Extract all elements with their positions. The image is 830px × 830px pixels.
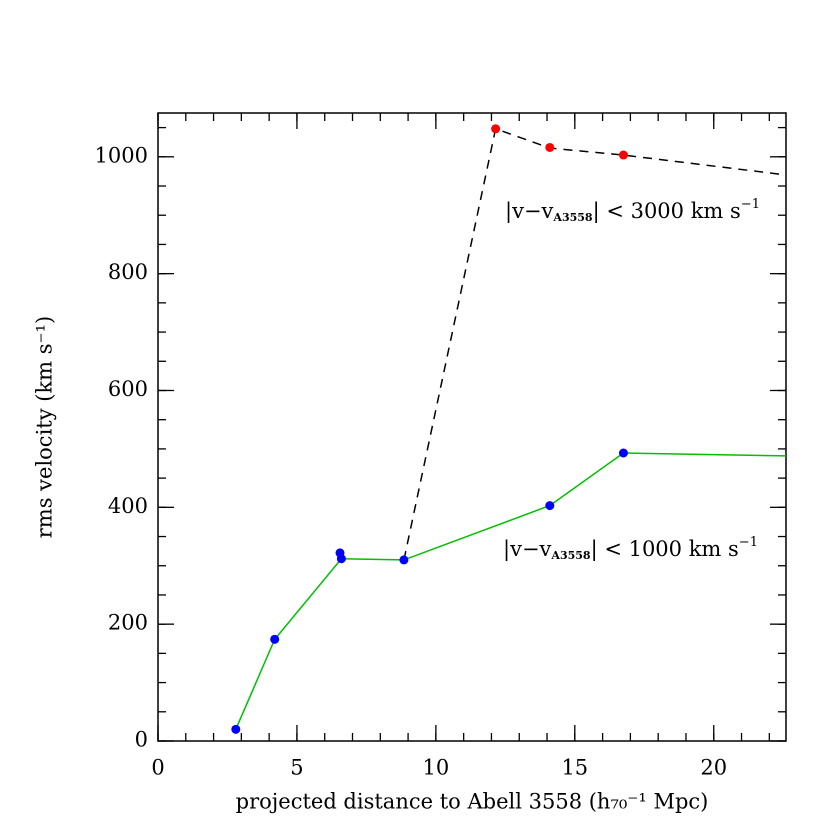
data-point xyxy=(231,724,241,734)
data-point xyxy=(545,142,555,152)
annotation: |v−vA3558| < 3000 km s−1 xyxy=(505,197,760,225)
annotation-text: | < 3000 km s xyxy=(593,199,741,224)
y-tick-label: 800 xyxy=(108,260,148,284)
data-point xyxy=(270,634,280,644)
x-tick-label: 5 xyxy=(290,756,303,780)
data-point xyxy=(618,448,628,458)
annotation-text: |v−v xyxy=(503,537,552,562)
data-point xyxy=(336,554,346,564)
plot-frame xyxy=(157,112,787,742)
y-tick-label: 0 xyxy=(135,728,148,752)
y-tick-label: 1000 xyxy=(95,143,148,167)
y-tick-label: 200 xyxy=(108,611,148,635)
annotation-sub: A3558 xyxy=(550,549,590,562)
annotation-sub: A3558 xyxy=(552,211,592,224)
data-point xyxy=(491,124,501,134)
x-tick-label: 15 xyxy=(561,756,588,780)
series-line xyxy=(403,127,787,561)
data-point xyxy=(618,150,628,160)
y-tick-label: 600 xyxy=(108,377,148,401)
x-tick-label: 20 xyxy=(700,756,727,780)
annotation-sup: −1 xyxy=(739,535,758,550)
x-axis-label: projected distance to Abell 3558 (h₇₀⁻¹ … xyxy=(236,790,709,814)
annotation-sup: −1 xyxy=(741,197,760,212)
annotation-text: | < 1000 km s xyxy=(591,537,739,562)
annotation: |v−vA3558| < 1000 km s−1 xyxy=(503,535,758,563)
annotation-text: |v−v xyxy=(505,199,554,224)
x-tick-label: 0 xyxy=(151,756,164,780)
data-point xyxy=(399,555,409,565)
series-line xyxy=(235,452,787,730)
data-point xyxy=(545,501,555,511)
y-tick-label: 400 xyxy=(108,494,148,518)
y-axis-label: rms velocity (km s⁻¹) xyxy=(33,316,57,539)
x-tick-label: 10 xyxy=(423,756,450,780)
